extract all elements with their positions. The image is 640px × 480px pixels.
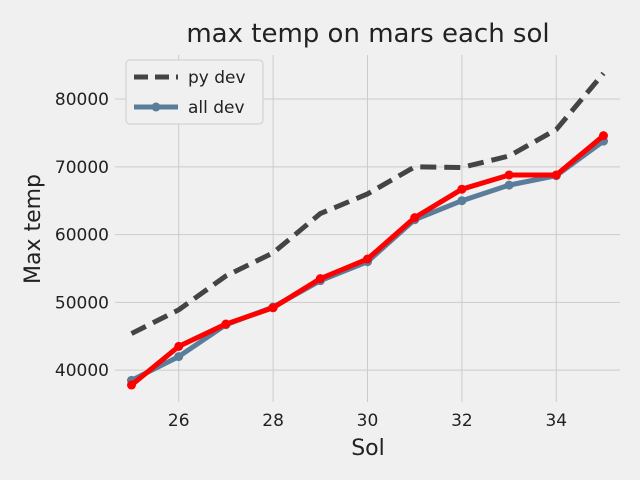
x-tick-label: 26 bbox=[168, 411, 190, 431]
data-point bbox=[363, 254, 372, 264]
data-point bbox=[174, 352, 184, 362]
legend-item: py dev bbox=[134, 68, 246, 88]
legend-marker bbox=[151, 102, 161, 112]
y-tick-label: 80000 bbox=[55, 90, 109, 110]
legend-label: all dev bbox=[188, 98, 245, 118]
x-tick-label: 28 bbox=[262, 411, 284, 431]
data-point bbox=[410, 213, 420, 223]
y-tick-labels: 40000 50000 60000 70000 80000 bbox=[55, 90, 109, 381]
data-point bbox=[174, 341, 184, 351]
series-line bbox=[130, 71, 606, 336]
series-py-dev bbox=[130, 71, 606, 336]
y-tick-label: 40000 bbox=[55, 361, 109, 381]
legend-item: all dev bbox=[134, 98, 245, 118]
x-axis-label: Sol bbox=[351, 436, 385, 461]
data-point bbox=[315, 274, 325, 284]
data-point bbox=[457, 184, 467, 194]
x-tick-label: 32 bbox=[451, 411, 473, 431]
data-point bbox=[598, 131, 608, 141]
x-tick-label: 30 bbox=[357, 411, 379, 431]
data-point bbox=[268, 303, 278, 313]
chart-title: max temp on mars each sol bbox=[186, 19, 549, 49]
data-point bbox=[127, 380, 137, 390]
x-tick-labels: 26 28 30 32 34 bbox=[168, 411, 567, 431]
y-tick-label: 50000 bbox=[55, 293, 109, 313]
y-tick-label: 60000 bbox=[55, 226, 109, 246]
data-point bbox=[457, 196, 467, 206]
legend: py dev all dev bbox=[125, 59, 264, 125]
legend-label: py dev bbox=[188, 68, 246, 88]
y-tick-label: 70000 bbox=[55, 158, 109, 178]
y-axis-label: Max temp bbox=[21, 174, 46, 284]
series-unlabeled bbox=[127, 131, 608, 390]
data-point bbox=[551, 170, 561, 180]
x-tick-label: 34 bbox=[545, 411, 567, 431]
series-layer bbox=[127, 71, 608, 390]
data-point bbox=[504, 170, 514, 180]
data-point bbox=[504, 180, 514, 190]
grid bbox=[115, 55, 620, 402]
data-point bbox=[221, 319, 231, 329]
